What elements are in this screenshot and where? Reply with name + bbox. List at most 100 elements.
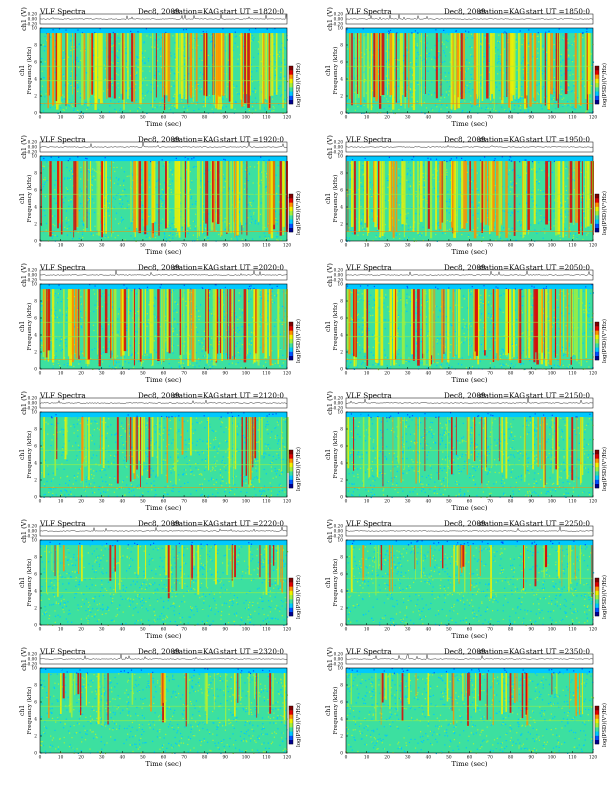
spectrogram-speckle [249,202,251,204]
spectrogram-speckle [114,218,117,220]
spectrogram-speckle [70,101,72,104]
spectrogram-speckle [397,85,399,87]
spectrogram-speckle [67,307,69,309]
waveform-trace [39,142,288,148]
colorbar-segment [289,202,293,207]
spectrogram-speckle [538,41,540,43]
panel-start-ut: start UT =1920:0 [220,135,284,144]
spectrogram-speckle [561,89,563,91]
spectrogram-speckle [92,168,94,170]
spectrogram-speckle [59,344,61,346]
spectrogram-speckle [585,111,587,114]
spectrogram-speckle [364,53,366,55]
spectrogram-speckle [82,352,84,354]
spectrogram-speckle [372,184,374,186]
spectrogram-speckle [519,221,521,223]
spectrogram-speckle [495,110,497,112]
spectrogram-speckle [525,202,528,204]
colorbar-segment [289,227,293,233]
spectrogram-speckle [251,101,254,103]
spectrogram-speckle [191,203,193,205]
waveform-tick-label: 0.20 [28,140,38,145]
spectrogram-speckle [217,319,219,321]
spheric-streak [113,33,116,99]
spectrogram-speckle [84,50,86,52]
spectrogram-speckle [564,201,566,203]
spectrogram-speckle [515,182,518,184]
spectrogram-speckle [239,340,241,342]
spectrogram-speckle [565,111,567,113]
spectrogram-speckle [147,323,149,325]
spectrogram-speckle [181,226,183,228]
spectrogram-speckle [222,192,224,194]
spectrogram-speckle [559,158,561,160]
spectrogram-speckle [125,90,128,92]
spectrogram-speckle [256,67,258,69]
spectrogram-speckle [224,286,226,288]
spectrogram-speckle [248,29,250,31]
spectrogram-speckle [275,221,277,223]
spectrogram-speckle [452,108,455,110]
spheric-streak [120,33,123,94]
spectrogram-speckle [278,213,281,215]
spectrogram-speckle [556,159,558,161]
spectrogram-speckle [510,181,512,183]
spectrogram-speckle [69,158,71,160]
spectrogram-speckle [504,210,506,212]
spectrogram-speckle [482,229,485,231]
colorbar-segment [289,194,293,199]
spectrogram-speckle [575,233,577,235]
spectrogram-speckle [156,60,158,62]
spectrogram-speckle [117,74,119,76]
spectrogram-speckle [438,68,441,70]
spectrogram-speckle [348,98,350,101]
spectrogram-speckle [277,164,279,167]
spectrogram-speckle [553,59,555,61]
spectrogram-speckle [113,166,115,169]
spectrogram-speckle [512,182,514,184]
spectrogram-speckle [177,71,179,73]
spectrogram-speckle [72,170,74,172]
spectrogram-speckle [224,71,226,73]
spectrogram-speckle [353,178,355,180]
spheric-streak [569,161,573,223]
spectrogram-speckle [153,87,155,89]
spectrogram-speckle [163,229,165,231]
spectrogram-speckle [105,235,107,238]
spectrogram-speckle [561,207,563,209]
spheric-streak [493,161,495,222]
spectrogram-speckle [126,327,128,329]
spectrogram-speckle [469,109,471,111]
spectrogram-speckle [248,356,250,358]
panel-start-ut: start UT =2020:0 [220,263,284,272]
spheric-streak [490,161,493,232]
spectrogram-speckle [91,178,93,181]
spectrogram-speckle [100,166,102,168]
spectrogram-speckle [407,98,409,100]
spectrogram-speckle [424,65,426,67]
spectrogram-speckle [531,168,533,170]
spectrogram-speckle [249,352,251,354]
spectrogram-speckle [68,105,71,107]
x-tick-label: 70 [487,116,493,121]
spectrogram-speckle [174,105,176,107]
spectrogram-speckle [77,157,79,159]
spectrogram-speckle [80,325,82,327]
spectrogram-speckle [264,227,266,229]
spectrogram-speckle [452,31,454,33]
y-tick-label: 2 [34,223,37,228]
spectrogram-speckle [235,316,237,318]
spectrogram-speckle [385,50,387,52]
spectrogram-speckle [279,85,281,87]
spectrogram-speckle [521,44,523,46]
spectrogram-speckle [569,104,571,106]
spectrogram-speckle [450,189,452,191]
spectrogram-speckle [449,220,451,223]
spectrogram-speckle [425,58,427,60]
spectrogram-speckle [156,106,158,108]
spectrogram-speckle [351,159,354,161]
spectrogram-speckle [171,209,173,211]
spectrogram-speckle [81,32,84,34]
spectrogram-speckle [170,169,172,171]
spectrogram-speckle [93,54,95,56]
